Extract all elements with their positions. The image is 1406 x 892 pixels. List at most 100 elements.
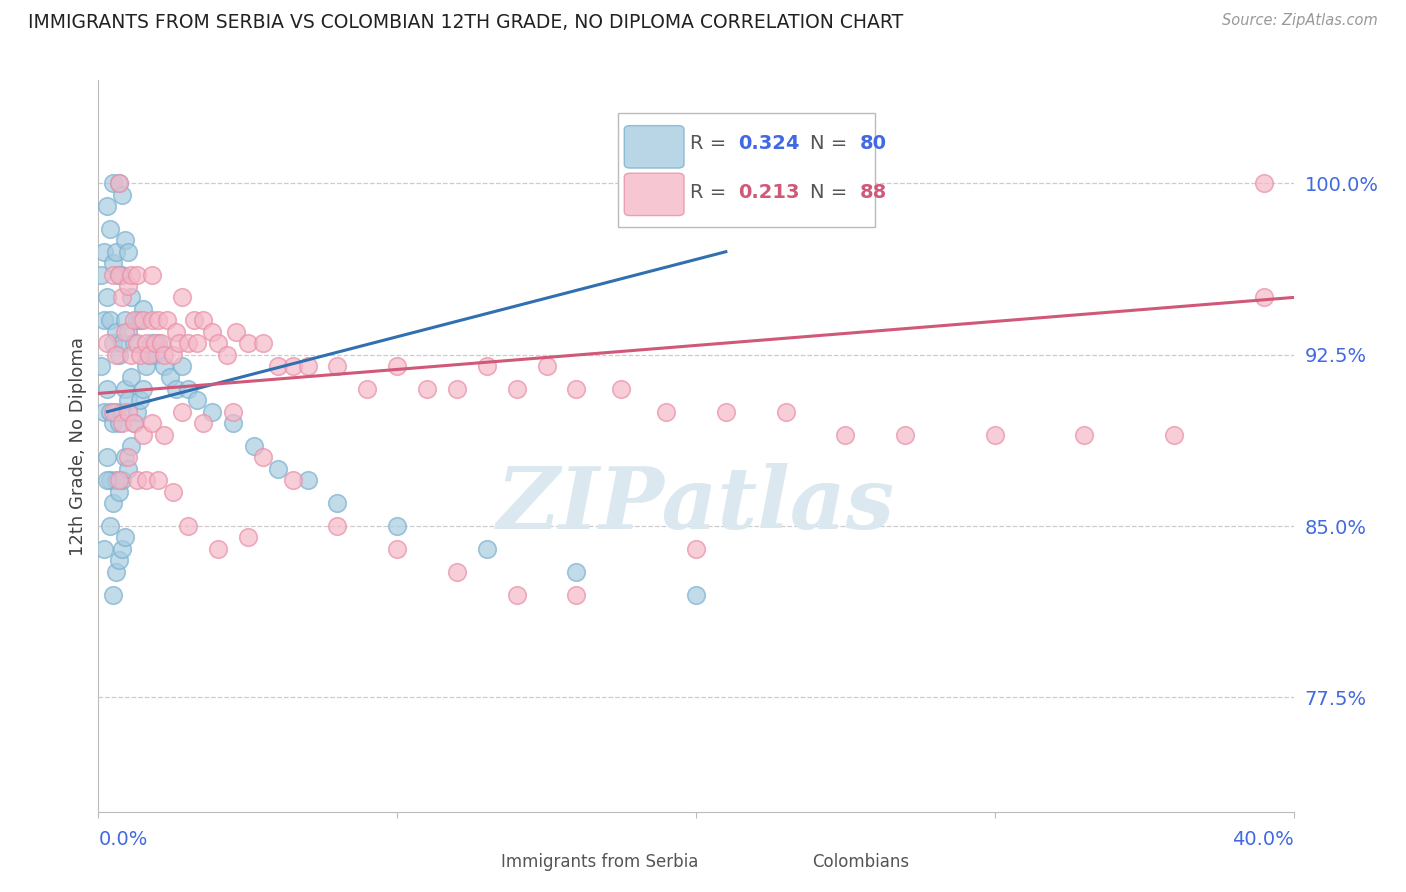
Text: ZIPatlas: ZIPatlas <box>496 463 896 546</box>
Point <box>120 268 142 282</box>
Point <box>153 348 176 362</box>
Point <box>100 519 122 533</box>
Point <box>105 473 128 487</box>
Point <box>111 268 134 282</box>
Point <box>105 405 128 419</box>
Point <box>105 244 128 259</box>
Point <box>506 382 529 396</box>
Point <box>127 268 149 282</box>
Point <box>565 565 588 579</box>
Point <box>565 382 588 396</box>
Point <box>894 427 917 442</box>
Point <box>100 222 122 236</box>
Point <box>103 256 125 270</box>
FancyBboxPatch shape <box>624 126 685 168</box>
Point <box>132 382 155 396</box>
Point <box>138 348 160 362</box>
Point <box>162 348 184 362</box>
Text: R =: R = <box>690 135 733 153</box>
Point <box>100 313 122 327</box>
Point <box>141 336 163 351</box>
Point <box>685 541 707 556</box>
Point <box>127 405 149 419</box>
Point <box>153 427 176 442</box>
Point <box>124 416 146 430</box>
Point <box>984 427 1007 442</box>
Point <box>215 348 238 362</box>
Point <box>252 450 274 465</box>
Point <box>475 359 498 373</box>
Point <box>326 359 349 373</box>
Point <box>153 359 176 373</box>
Point <box>356 382 378 396</box>
Point <box>129 393 152 408</box>
Point <box>446 382 468 396</box>
Text: 88: 88 <box>859 183 887 202</box>
Point <box>93 244 115 259</box>
Point <box>127 473 149 487</box>
Point <box>127 313 149 327</box>
Point <box>1073 427 1095 442</box>
Point <box>172 405 194 419</box>
Point <box>236 531 259 545</box>
Point <box>111 541 134 556</box>
Point <box>1163 427 1185 442</box>
Point <box>108 416 131 430</box>
Point <box>177 519 200 533</box>
Point <box>201 405 224 419</box>
Text: N =: N = <box>810 183 853 202</box>
Point <box>108 484 131 499</box>
Point <box>148 473 170 487</box>
Point <box>105 325 128 339</box>
Point <box>135 473 157 487</box>
Point <box>141 313 163 327</box>
Point <box>111 336 134 351</box>
Point <box>536 359 558 373</box>
Point <box>117 325 139 339</box>
Point <box>114 531 136 545</box>
Point <box>475 541 498 556</box>
Point <box>191 416 214 430</box>
Point <box>108 268 131 282</box>
Point <box>103 496 125 510</box>
Point <box>267 359 290 373</box>
Point <box>297 473 319 487</box>
Point <box>172 290 194 304</box>
Point <box>281 473 304 487</box>
Text: Immigrants from Serbia: Immigrants from Serbia <box>501 853 699 871</box>
Point <box>565 588 588 602</box>
Point <box>775 405 797 419</box>
Point <box>103 588 125 602</box>
Point <box>103 336 125 351</box>
Point <box>114 382 136 396</box>
Point <box>120 370 142 384</box>
Point <box>111 187 134 202</box>
Point <box>111 405 134 419</box>
Text: IMMIGRANTS FROM SERBIA VS COLOMBIAN 12TH GRADE, NO DIPLOMA CORRELATION CHART: IMMIGRANTS FROM SERBIA VS COLOMBIAN 12TH… <box>28 13 904 32</box>
Point <box>655 405 678 419</box>
Point <box>114 325 136 339</box>
Point <box>685 588 707 602</box>
Point <box>222 416 245 430</box>
Point <box>100 473 122 487</box>
Point <box>124 416 146 430</box>
Point <box>114 233 136 247</box>
Point <box>120 290 142 304</box>
Point <box>117 462 139 476</box>
Point <box>124 313 146 327</box>
Point <box>108 473 131 487</box>
Point <box>177 382 200 396</box>
Point <box>225 325 247 339</box>
Point <box>117 405 139 419</box>
Point <box>129 348 152 362</box>
Point <box>105 565 128 579</box>
Point <box>103 268 125 282</box>
Point <box>385 541 409 556</box>
Point <box>132 313 155 327</box>
Text: 0.213: 0.213 <box>738 183 799 202</box>
Point <box>222 405 245 419</box>
Point <box>148 336 170 351</box>
Point <box>111 290 134 304</box>
Point <box>124 336 146 351</box>
Text: N =: N = <box>810 135 853 153</box>
